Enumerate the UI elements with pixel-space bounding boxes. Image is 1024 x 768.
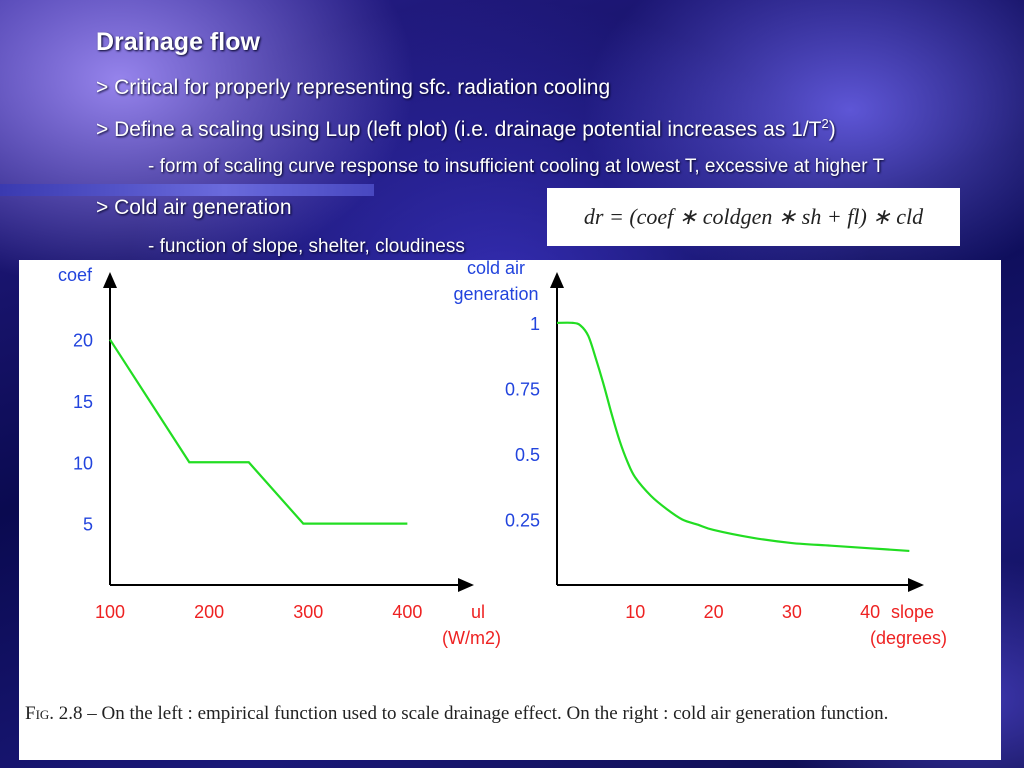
y-axis-arrowhead <box>103 272 117 288</box>
sub-bullet-cold-air-function: - function of slope, shelter, cloudiness <box>148 236 465 257</box>
x-axis-title-line1: ul <box>471 602 485 622</box>
y-tick-label: 15 <box>73 392 93 412</box>
formula-text: dr = (coef ∗ coldgen ∗ sh + fl) ∗ cld <box>583 204 924 229</box>
series-line <box>109 338 408 525</box>
y-tick-label: 10 <box>73 453 93 473</box>
formula-box: dr = (coef ∗ coldgen ∗ sh + fl) ∗ cld <box>547 188 960 246</box>
x-tick-label: 40 <box>860 602 880 622</box>
x-axis-arrowhead <box>458 578 474 592</box>
y-axis-title: coef <box>58 265 93 285</box>
bullet-cold-air: > Cold air generation <box>96 196 292 219</box>
x-axis-title-line2: (degrees) <box>870 628 947 648</box>
bullet-scaling: > Define a scaling using Lup (left plot)… <box>96 116 836 142</box>
sub-bullet-scaling-curve: - form of scaling curve response to insu… <box>148 156 885 177</box>
series-line <box>556 321 910 553</box>
y-axis-title-line1: cold air <box>467 260 525 278</box>
y-axis-arrowhead <box>550 272 564 288</box>
bullet-scaling-text: > Define a scaling using Lup (left plot)… <box>96 118 822 141</box>
y-axis-title-line2: generation <box>453 284 538 304</box>
caption-figure-number: Fig. 2.8 <box>25 703 83 724</box>
slide-title: Drainage flow <box>96 28 260 56</box>
y-tick-label: 1 <box>530 314 540 334</box>
y-tick-label: 5 <box>83 515 93 535</box>
x-axis-arrowhead <box>908 578 924 592</box>
caption-text: – On the left : empirical function used … <box>82 703 889 724</box>
x-axis-title-line1: slope <box>891 602 934 622</box>
figure-caption: Fig. 2.8 – On the left : empirical funct… <box>25 700 1005 727</box>
x-tick-label: 30 <box>782 602 802 622</box>
bullet-scaling-superscript: 2 <box>821 116 829 131</box>
x-tick-label: 400 <box>392 602 422 622</box>
charts-svg: 5 10 15 20 100 200 300 400 coef ul (W/m2) 0.25 0.5 0.… <box>58 260 947 648</box>
x-tick-label: 10 <box>625 602 645 622</box>
y-tick-label: 20 <box>73 331 93 351</box>
x-tick-label: 20 <box>704 602 724 622</box>
x-tick-label: 100 <box>95 602 125 622</box>
y-tick-label: 0.75 <box>505 379 540 399</box>
bullet-critical: > Critical for properly representing sfc… <box>96 76 611 99</box>
y-tick-label: 0.5 <box>515 445 540 465</box>
decorative-divider-bar <box>0 184 374 196</box>
figure-panel: 5 10 15 20 100 200 300 400 coef ul (W/m2) 0.25 0.5 0.… <box>19 260 1001 760</box>
x-tick-label: 200 <box>194 602 224 622</box>
x-axis-title-line2: (W/m2) <box>442 628 501 648</box>
x-tick-label: 300 <box>293 602 323 622</box>
y-tick-label: 0.25 <box>505 510 540 530</box>
bullet-scaling-close: ) <box>828 118 836 141</box>
